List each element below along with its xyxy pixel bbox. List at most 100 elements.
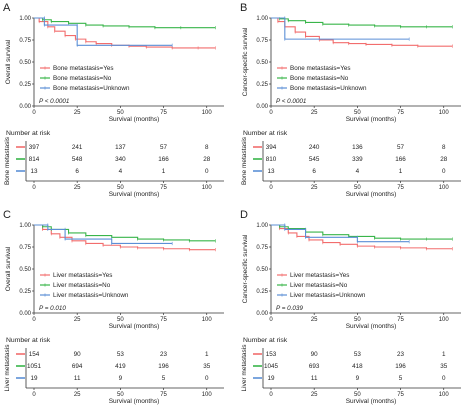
legend-label: Bone metastasis=Yes	[290, 65, 351, 72]
risk-cell: 397	[29, 144, 40, 151]
risk-cell: 693	[309, 363, 320, 370]
legend-label: Liver metastasis=No	[290, 282, 348, 289]
risk-x-tick-label: 25	[311, 185, 318, 191]
x-tick-label: 25	[74, 110, 81, 116]
risk-cell: 419	[115, 363, 126, 370]
panel-label: C	[3, 209, 11, 221]
risk-cell: 23	[160, 351, 168, 358]
risk-x-tick-label: 100	[439, 392, 450, 398]
risk-cell: 5	[399, 375, 403, 382]
risk-cell: 0	[205, 375, 209, 382]
risk-cell: 1051	[27, 363, 42, 370]
km-curve-no	[271, 17, 453, 28]
km-curve-no	[34, 17, 216, 29]
risk-cell: 53	[117, 351, 125, 358]
risk-cell: 6	[312, 168, 316, 175]
risk-table-title: Number at risk	[243, 337, 288, 344]
risk-cell: 0	[442, 375, 446, 382]
y-tick-label: 0.75	[19, 38, 31, 44]
x-axis-label: Survival (months)	[109, 323, 160, 330]
risk-cell: 11	[74, 375, 81, 382]
risk-cell: 136	[352, 144, 363, 151]
risk-x-tick-label: 50	[117, 185, 124, 191]
risk-cell: 1045	[264, 363, 279, 370]
risk-x-tick-label: 25	[311, 392, 318, 398]
risk-cell: 1	[442, 351, 446, 358]
risk-cell: 1	[162, 168, 166, 175]
risk-cell: 694	[72, 363, 83, 370]
risk-cell: 6	[75, 168, 79, 175]
risk-cell: 137	[115, 144, 126, 151]
risk-cell: 166	[158, 156, 169, 163]
risk-cell: 11	[311, 375, 318, 382]
risk-x-axis-label: Survival (months)	[346, 191, 397, 198]
risk-table-y-label: Bone metastasis	[4, 136, 11, 185]
risk-cell: 9	[119, 375, 123, 382]
panel-label: B	[240, 2, 247, 14]
panel-label: D	[240, 209, 248, 221]
legend-label: Liver metastasis=No	[53, 282, 111, 289]
risk-x-tick-label: 50	[354, 392, 361, 398]
risk-x-tick-label: 50	[117, 392, 124, 398]
x-tick-label: 50	[117, 317, 124, 323]
y-tick-label: 0.50	[256, 60, 268, 66]
risk-table-y-label: Liver metastasis	[4, 344, 11, 392]
risk-cell: 240	[309, 144, 320, 151]
risk-cell: 23	[397, 351, 405, 358]
y-tick-label: 1.00	[256, 16, 268, 22]
y-tick-label: 0.00	[256, 104, 268, 110]
legend-label: Bone metastasis=No	[290, 75, 349, 82]
p-value: P < 0.0001	[39, 98, 69, 105]
risk-cell: 545	[309, 156, 320, 163]
risk-x-tick-label: 75	[160, 392, 167, 398]
risk-cell: 90	[74, 351, 82, 358]
y-axis-label: Cancer-specific survival	[242, 27, 249, 96]
risk-cell: 35	[203, 363, 211, 370]
risk-cell: 8	[442, 144, 446, 151]
risk-cell: 57	[160, 144, 168, 151]
x-tick-label: 0	[32, 110, 36, 116]
risk-cell: 241	[72, 144, 83, 151]
risk-x-tick-label: 0	[269, 185, 273, 191]
km-curve-unknown	[34, 17, 173, 46]
x-tick-label: 0	[32, 317, 36, 323]
legend-label: Bone metastasis=Unknown	[290, 85, 367, 92]
risk-cell: 340	[115, 156, 126, 163]
risk-x-tick-label: 0	[32, 185, 36, 191]
p-value: P < 0.0001	[276, 98, 306, 105]
y-tick-label: 0.75	[256, 245, 268, 251]
risk-x-axis-label: Survival (months)	[109, 398, 160, 405]
p-value: P = 0.039	[276, 305, 303, 312]
y-tick-label: 0.00	[19, 104, 31, 110]
y-tick-label: 1.00	[19, 223, 31, 229]
risk-table-y-label: Bone metastasis	[241, 136, 248, 185]
risk-cell: 548	[72, 156, 83, 163]
risk-cell: 394	[266, 144, 277, 151]
risk-cell: 196	[158, 363, 169, 370]
risk-cell: 28	[203, 156, 211, 163]
risk-cell: 1	[205, 351, 209, 358]
y-tick-label: 0.50	[19, 60, 31, 66]
risk-table-title: Number at risk	[6, 337, 51, 344]
x-tick-label: 25	[311, 317, 318, 323]
risk-cell: 28	[440, 156, 448, 163]
x-tick-label: 25	[74, 317, 81, 323]
y-tick-label: 0.50	[19, 267, 31, 273]
y-tick-label: 0.00	[256, 311, 268, 317]
p-value: P = 0.010	[39, 305, 66, 312]
y-tick-label: 0.75	[19, 245, 31, 251]
risk-x-tick-label: 50	[354, 185, 361, 191]
panel-label: A	[3, 2, 11, 14]
legend-label: Bone metastasis=Yes	[53, 65, 114, 72]
risk-table-y-label: Liver metastasis	[241, 344, 248, 392]
risk-cell: 166	[395, 156, 406, 163]
risk-cell: 35	[440, 363, 448, 370]
risk-x-tick-label: 100	[202, 392, 213, 398]
risk-x-tick-label: 75	[160, 185, 167, 191]
risk-x-tick-label: 25	[74, 185, 81, 191]
x-tick-label: 50	[354, 110, 361, 116]
risk-cell: 814	[29, 156, 40, 163]
x-tick-label: 0	[269, 317, 273, 323]
x-tick-label: 50	[117, 110, 124, 116]
